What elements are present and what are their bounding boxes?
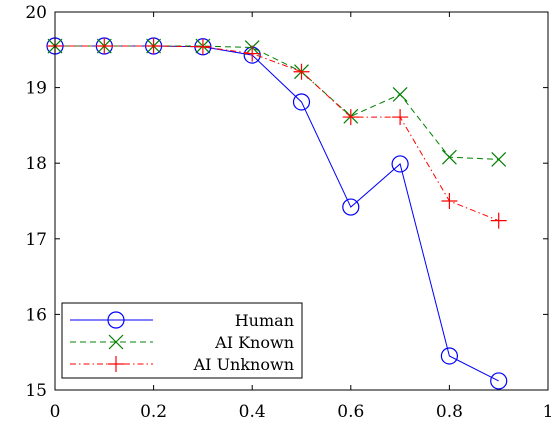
data-point-human	[342, 198, 360, 216]
x-tick-label: 0.2	[140, 402, 167, 422]
legend-marker-ai-known	[108, 334, 124, 350]
data-point-human	[490, 372, 508, 390]
data-point-human	[440, 347, 458, 365]
y-tick-label: 17	[25, 230, 47, 250]
x-tick-label: 0.4	[239, 402, 266, 422]
data-point-ai-unknown	[145, 38, 162, 55]
legend: Human AI Known AI Unknown	[61, 302, 303, 379]
legend-entry-ai-known: AI Known	[70, 333, 294, 352]
x-tick-label: 0.8	[436, 402, 463, 422]
plot-frame	[54, 11, 549, 391]
data-point-human	[391, 155, 409, 173]
series-layer	[46, 37, 508, 390]
legend-label-human: Human	[235, 311, 294, 330]
data-point-ai-unknown	[194, 38, 211, 55]
data-point-ai-unknown	[244, 45, 261, 62]
series-ai-known	[47, 38, 507, 167]
data-point-ai-unknown	[490, 212, 507, 229]
series-line-ai-known	[55, 45, 499, 160]
x-tick-label: 0.6	[337, 402, 364, 422]
data-point-ai-unknown	[392, 109, 409, 126]
series-ai-unknown	[47, 38, 507, 229]
data-point-human	[292, 93, 311, 111]
data-point-ai-unknown	[96, 38, 113, 55]
legend-label-ai-known: AI Known	[214, 333, 294, 352]
x-tick-label: 1	[543, 402, 554, 422]
data-point-ai-known	[491, 151, 507, 167]
data-point-ai-known	[441, 149, 457, 165]
y-tick-label: 18	[25, 154, 47, 174]
data-point-ai-unknown	[342, 109, 359, 126]
data-point-ai-known	[392, 86, 408, 102]
y-tick-label: 20	[25, 3, 47, 23]
legend-box	[61, 302, 303, 379]
data-point-ai-unknown	[293, 63, 310, 80]
legend-marker-human	[107, 311, 125, 329]
x-tick-label: 0	[50, 402, 61, 422]
legend-entry-ai-unknown: AI Unknown	[70, 355, 294, 374]
y-tick-label: 19	[25, 79, 47, 99]
series-line-ai-unknown	[55, 45, 499, 222]
axis-tick-labels: 0 0.2 0.4 0.6 0.8 1 15 16 17 18 19 20	[25, 3, 553, 422]
legend-entry-human: Human	[70, 311, 294, 330]
y-tick-label: 16	[25, 305, 47, 325]
legend-marker-ai-unknown	[108, 356, 124, 372]
y-tick-label: 15	[25, 381, 47, 401]
data-point-ai-unknown	[441, 193, 458, 209]
legend-label-ai-unknown: AI Unknown	[193, 355, 294, 374]
